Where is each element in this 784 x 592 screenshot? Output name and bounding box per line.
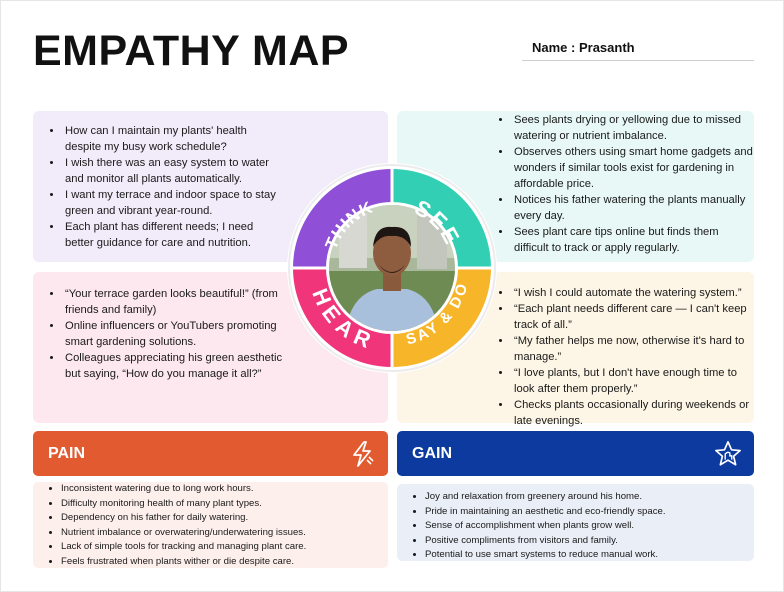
think-item: I want my terrace and indoor space to st… — [63, 187, 283, 219]
star-badge-icon — [714, 440, 742, 468]
think-item: Each plant has different needs; I need b… — [63, 219, 283, 251]
hear-item: “Your terrace garden looks beautiful!” (… — [63, 286, 283, 318]
think-list: How can I maintain my plants' health des… — [45, 123, 283, 251]
see-item: Observes others using smart home gadgets… — [512, 144, 754, 192]
pain-item: Feels frustrated when plants wither or d… — [61, 555, 388, 570]
pain-item: Inconsistent watering due to long work h… — [61, 482, 388, 497]
gain-item: Sense of accomplishment when plants grow… — [425, 519, 754, 534]
gain-list: Joy and relaxation from greenery around … — [397, 484, 754, 561]
gain-item: Joy and relaxation from greenery around … — [425, 490, 754, 505]
hear-item: Colleagues appreciating his green aesthe… — [63, 350, 283, 382]
pain-item: Lack of simple tools for tracking and ma… — [61, 540, 388, 555]
pain-list: Inconsistent watering due to long work h… — [33, 482, 388, 568]
pain-item: Nutrient imbalance or overwatering/under… — [61, 526, 388, 541]
see-item: Notices his father watering the plants m… — [512, 192, 754, 224]
pain-title: PAIN — [48, 444, 86, 462]
gain-item: Potential to use smart systems to reduce… — [425, 548, 754, 563]
page-title: EMPATHY MAP — [33, 27, 350, 75]
pain-header: PAIN — [33, 431, 388, 476]
think-item: How can I maintain my plants' health des… — [63, 123, 283, 155]
gain-header: GAIN — [397, 431, 754, 476]
see-item: Sees plants drying or yellowing due to m… — [512, 112, 754, 144]
see-list: Sees plants drying or yellowing due to m… — [497, 112, 754, 256]
see-item: Sees plant care tips online but finds th… — [512, 224, 754, 256]
say-do-item: “I love plants, but I don't have enough … — [512, 365, 754, 397]
pain-item: Difficulty monitoring health of many pla… — [61, 497, 388, 512]
pain-item: Dependency on his father for daily water… — [61, 511, 388, 526]
say-do-item: “My father helps me now, otherwise it's … — [512, 333, 754, 365]
gain-item: Pride in maintaining an aesthetic and ec… — [425, 505, 754, 520]
gain-item: Positive compliments from visitors and f… — [425, 534, 754, 549]
lightning-bolt-icon — [348, 440, 376, 468]
wheel-outer-border — [288, 164, 496, 372]
empathy-wheel: THINK SEE HEAR SAY & DO — [287, 163, 497, 373]
persona-name: Name : Prasanth — [522, 40, 754, 61]
gain-title: GAIN — [412, 444, 452, 462]
say-do-item: “Each plant needs different care — I can… — [512, 301, 754, 333]
hear-list: “Your terrace garden looks beautiful!” (… — [45, 286, 283, 382]
think-item: I wish there was an easy system to water… — [63, 155, 283, 187]
say-do-item: “I wish I could automate the watering sy… — [512, 285, 754, 301]
hear-item: Online influencers or YouTubers promotin… — [63, 318, 283, 350]
say-do-list: “I wish I could automate the watering sy… — [497, 285, 754, 429]
say-do-item: Checks plants occasionally during weeken… — [512, 397, 754, 429]
